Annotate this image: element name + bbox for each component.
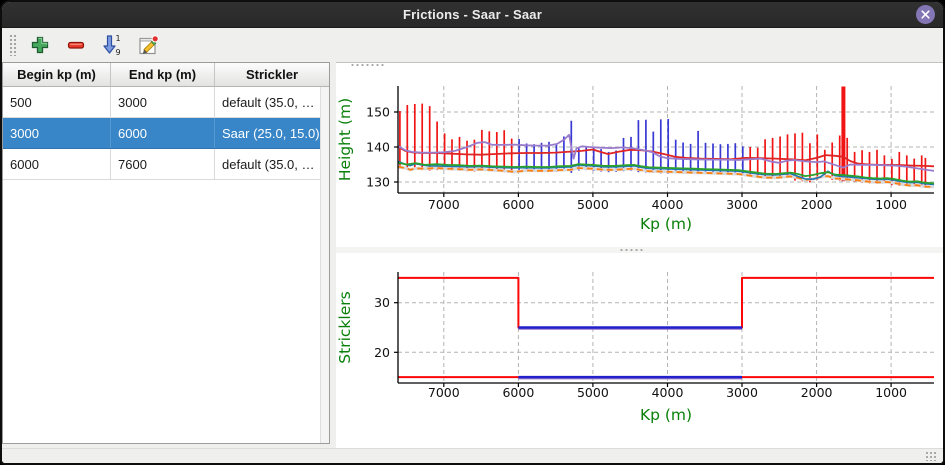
y-tick-label: 150 (366, 104, 390, 119)
y-tick-label: 30 (374, 295, 390, 310)
window-title: Frictions - Saar - Saar (403, 7, 542, 22)
close-icon (921, 10, 930, 19)
x-tick-label: 6000 (502, 197, 534, 212)
x-tick-label: 6000 (502, 385, 534, 400)
column-header-end-kp[interactable]: End kp (m) (111, 63, 215, 86)
table-scrollbar[interactable] (320, 87, 329, 443)
titlebar[interactable]: Frictions - Saar - Saar (2, 2, 943, 28)
statusbar (2, 448, 943, 463)
charts-panel: 7000 6000 5000 4000 3000 2000 1000 130 140 150 Kp … (336, 62, 943, 448)
cell-strickler[interactable]: default (35.0, … (222, 156, 315, 172)
x-tick-label: 5000 (577, 385, 609, 400)
sort-rows-button[interactable]: 1 9 (97, 31, 127, 59)
main-area: Begin kp (m) End kp (m) Strickler 500 300… (2, 62, 943, 448)
cell-strickler[interactable]: Saar (25.0, 15.0) (222, 125, 320, 141)
sort-numeric-icon: 1 9 (103, 34, 121, 57)
x-tick-label: 4000 (652, 385, 684, 400)
resize-grip[interactable] (925, 451, 938, 461)
x-tick-label: 2000 (801, 385, 833, 400)
frictions-table-body: 500 3000 default (35.0, … 3000 6000 Saar (25.… (3, 87, 329, 443)
x-tick-label: 1000 (875, 385, 907, 400)
x-tick-label: 7000 (428, 385, 460, 400)
charts-top-grip[interactable] (336, 63, 943, 67)
svg-text:9: 9 (115, 48, 120, 57)
plus-icon (31, 36, 49, 54)
cell-begin[interactable]: 3000 (3, 118, 111, 148)
frictions-table: Begin kp (m) End kp (m) Strickler 500 300… (2, 62, 330, 444)
remove-row-button[interactable] (61, 31, 91, 59)
y-axis-label: Stricklers (336, 291, 354, 363)
cell-end[interactable]: 3000 (111, 87, 215, 117)
table-row[interactable]: 3000 6000 Saar (25.0, 15.0) (3, 118, 329, 149)
x-tick-label: 1000 (875, 197, 907, 212)
charts-splitter[interactable] (336, 246, 943, 253)
table-header: Begin kp (m) End kp (m) Strickler (3, 63, 329, 87)
x-tick-label: 3000 (726, 385, 758, 400)
bottom-orange-dashed (397, 165, 935, 188)
table-chart-splitter[interactable] (330, 62, 336, 448)
edit-icon (138, 34, 159, 54)
bed-blue-line (397, 160, 935, 186)
grip-dots-icon (618, 247, 643, 252)
y-tick-label: 20 (374, 344, 390, 359)
cell-strickler[interactable]: default (35.0, … (222, 94, 315, 110)
toolbar-drag-handle[interactable] (9, 34, 16, 56)
height-profile-chart: 7000 6000 5000 4000 3000 2000 1000 130 140 150 Kp … (336, 66, 941, 247)
close-button[interactable] (916, 5, 935, 24)
svg-text:1: 1 (115, 34, 120, 43)
cell-begin[interactable]: 6000 (3, 149, 111, 179)
x-tick-label: 7000 (428, 197, 460, 212)
add-row-button[interactable] (25, 31, 55, 59)
stricklers-chart: 7000 6000 5000 4000 3000 2000 1000 20 30 Kp (m) St… (336, 252, 941, 448)
column-header-begin-kp[interactable]: Begin kp (m) (3, 63, 111, 86)
bed-green-line (397, 161, 935, 185)
x-axis-label: Kp (m) (640, 406, 692, 424)
x-tick-label: 3000 (726, 197, 758, 212)
y-tick-label: 140 (366, 139, 390, 154)
max-purple-line (397, 133, 935, 172)
grip-dots-icon (350, 63, 386, 67)
column-header-strickler[interactable]: Strickler (245, 67, 299, 82)
x-tick-label: 4000 (652, 197, 684, 212)
y-axis-label: Height (m) (336, 98, 354, 181)
y-tick-label: 130 (366, 174, 390, 189)
minus-icon (67, 41, 85, 49)
cell-end[interactable]: 7600 (111, 149, 215, 179)
x-tick-label: 2000 (801, 197, 833, 212)
table-row[interactable]: 6000 7600 default (35.0, … (3, 149, 329, 180)
edit-friction-button[interactable] (133, 31, 163, 59)
cell-end[interactable]: 6000 (111, 118, 215, 148)
table-row[interactable]: 500 3000 default (35.0, … (3, 87, 329, 118)
x-tick-label: 5000 (577, 197, 609, 212)
water-red-line (397, 145, 935, 168)
toolbar: 1 9 (2, 28, 943, 62)
x-axis-label: Kp (m) (640, 215, 692, 233)
cell-begin[interactable]: 500 (3, 87, 111, 117)
